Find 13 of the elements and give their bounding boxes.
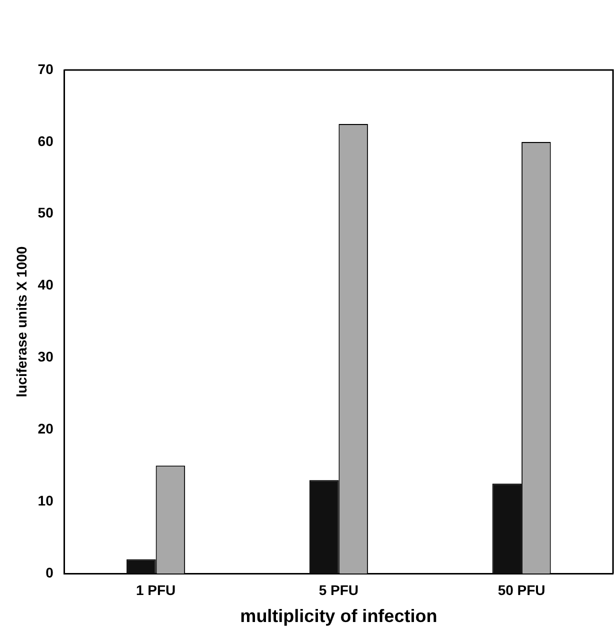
y-tick-label: 50: [38, 204, 54, 221]
y-tick-label: 20: [38, 420, 54, 437]
y-axis-title: luciferase units X 1000: [13, 246, 30, 398]
y-tick-label: 40: [38, 276, 54, 293]
y-tick-label: 30: [38, 348, 54, 365]
y-tick-label: 10: [38, 492, 54, 509]
x-tick-label: 1 PFU: [136, 582, 176, 598]
y-tick-label: 0: [46, 564, 54, 580]
x-tick-label: 50 PFU: [498, 582, 546, 598]
x-axis-title: multiplicity of infection: [240, 606, 438, 626]
x-tick-label: 5 PFU: [318, 582, 359, 598]
y-tick-label: 60: [38, 132, 54, 149]
y-tick-label: 70: [38, 60, 54, 77]
